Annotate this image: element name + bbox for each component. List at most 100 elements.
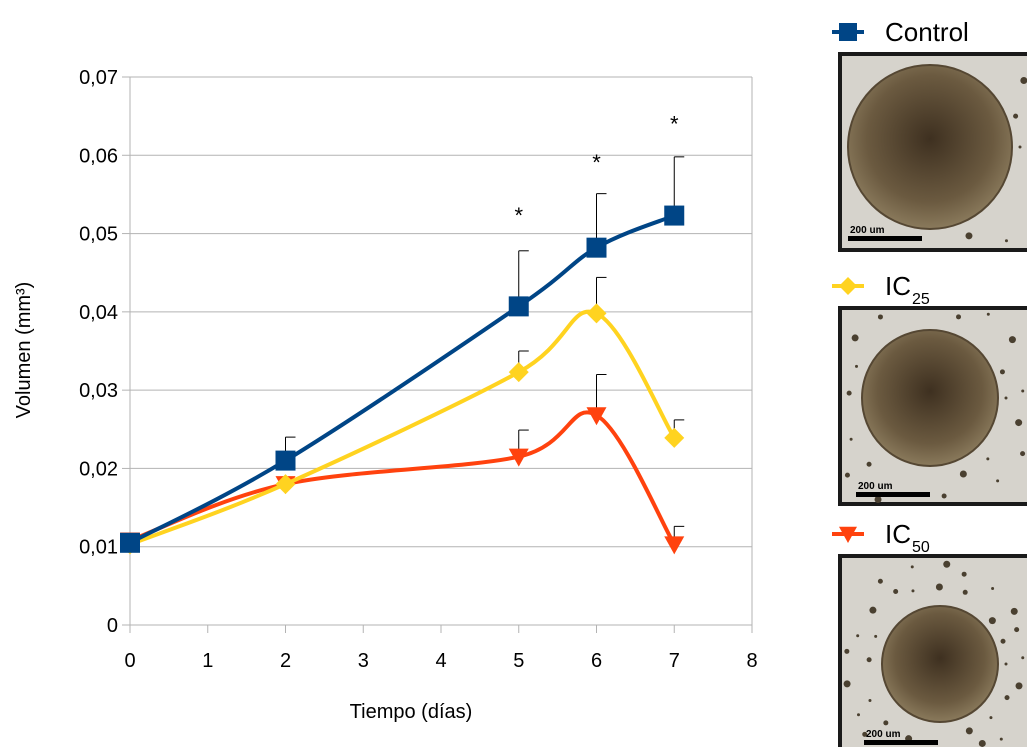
scale-label: 200 um <box>850 225 885 236</box>
debris <box>868 699 871 702</box>
scale-label: 200 um <box>858 481 893 492</box>
debris <box>989 617 996 624</box>
debris <box>911 565 914 568</box>
debris <box>1019 146 1022 149</box>
x-tick-label: 4 <box>435 650 446 672</box>
scale-bar <box>848 236 922 241</box>
legend-subscript: 25 <box>912 291 930 308</box>
debris <box>1021 656 1024 659</box>
micrograph: 200 um <box>838 554 1027 747</box>
debris <box>956 314 961 319</box>
debris <box>936 584 943 591</box>
debris <box>878 579 883 584</box>
x-tick-label: 1 <box>202 650 213 672</box>
spheroid <box>848 65 1012 229</box>
legend-label: IC <box>885 519 911 549</box>
debris <box>996 479 999 482</box>
micrograph: 200 um <box>838 52 1027 252</box>
marker <box>509 362 529 382</box>
debris <box>942 493 947 498</box>
marker <box>664 536 684 554</box>
debris <box>844 680 851 687</box>
debris <box>1009 336 1016 343</box>
x-tick-label: 3 <box>358 650 369 672</box>
debris <box>911 589 914 592</box>
debris <box>867 657 872 662</box>
x-tick-label: 6 <box>591 650 602 672</box>
scale-bar <box>856 492 930 497</box>
marker <box>509 296 529 316</box>
debris <box>845 473 850 478</box>
chart: Tiempo (días) Volumen (mm³) 00,010,020,0… <box>0 0 1027 747</box>
x-axis-title: Tiempo (días) <box>350 701 473 723</box>
debris <box>852 334 859 341</box>
debris <box>844 649 849 654</box>
debris <box>874 635 877 638</box>
debris <box>1016 682 1023 689</box>
debris <box>1005 663 1008 666</box>
debris <box>943 561 950 568</box>
debris <box>893 589 898 594</box>
debris <box>1013 114 1018 119</box>
significance-mark: * <box>592 150 601 175</box>
debris <box>1005 695 1010 700</box>
x-tick-label: 5 <box>513 650 524 672</box>
marker <box>276 451 296 471</box>
y-tick-label: 0,01 <box>79 537 118 559</box>
debris <box>962 572 967 577</box>
debris <box>1011 608 1018 615</box>
debris <box>1005 239 1008 242</box>
y-tick-label: 0,04 <box>79 302 118 324</box>
debris <box>986 457 989 460</box>
legend-subscript: 50 <box>912 539 930 556</box>
debris <box>875 496 882 503</box>
debris <box>1021 389 1024 392</box>
micrograph: 200 um <box>838 306 1027 506</box>
y-tick-label: 0 <box>107 615 118 637</box>
marker <box>120 533 140 553</box>
debris <box>850 438 853 441</box>
marker <box>664 428 684 448</box>
legend-label: IC <box>885 271 911 301</box>
marker <box>587 238 607 258</box>
debris <box>1001 639 1006 644</box>
x-tick-label: 8 <box>746 650 757 672</box>
x-tick-label: 2 <box>280 650 291 672</box>
scale-bar <box>864 740 938 745</box>
debris <box>960 471 967 478</box>
significance-mark: * <box>514 203 523 228</box>
spheroid <box>882 606 998 722</box>
x-tick-label: 0 <box>124 650 135 672</box>
marker <box>664 206 684 226</box>
debris <box>1000 738 1003 741</box>
debris <box>965 232 972 239</box>
y-tick-label: 0,03 <box>79 380 118 402</box>
y-tick-label: 0,06 <box>79 145 118 167</box>
debris <box>847 391 852 396</box>
y-tick-label: 0,05 <box>79 224 118 246</box>
debris <box>966 727 973 734</box>
debris <box>1015 419 1022 426</box>
series-line <box>130 216 674 543</box>
debris <box>1005 397 1008 400</box>
debris <box>979 740 986 747</box>
debris <box>1000 369 1005 374</box>
debris <box>878 314 883 319</box>
y-axis-title: Volumen (mm³) <box>13 282 35 419</box>
scale-label: 200 um <box>866 729 901 740</box>
debris <box>883 720 888 725</box>
debris <box>1020 451 1025 456</box>
debris <box>987 313 990 316</box>
debris <box>1014 627 1019 632</box>
debris <box>991 587 994 590</box>
legend-label: Control <box>885 17 969 47</box>
debris <box>963 590 968 595</box>
series-line <box>130 312 674 545</box>
debris <box>857 713 860 716</box>
y-tick-label: 0,07 <box>79 67 118 89</box>
debris <box>869 607 876 614</box>
debris <box>856 634 859 637</box>
x-tick-label: 7 <box>669 650 680 672</box>
debris <box>989 716 992 719</box>
debris <box>855 365 858 368</box>
